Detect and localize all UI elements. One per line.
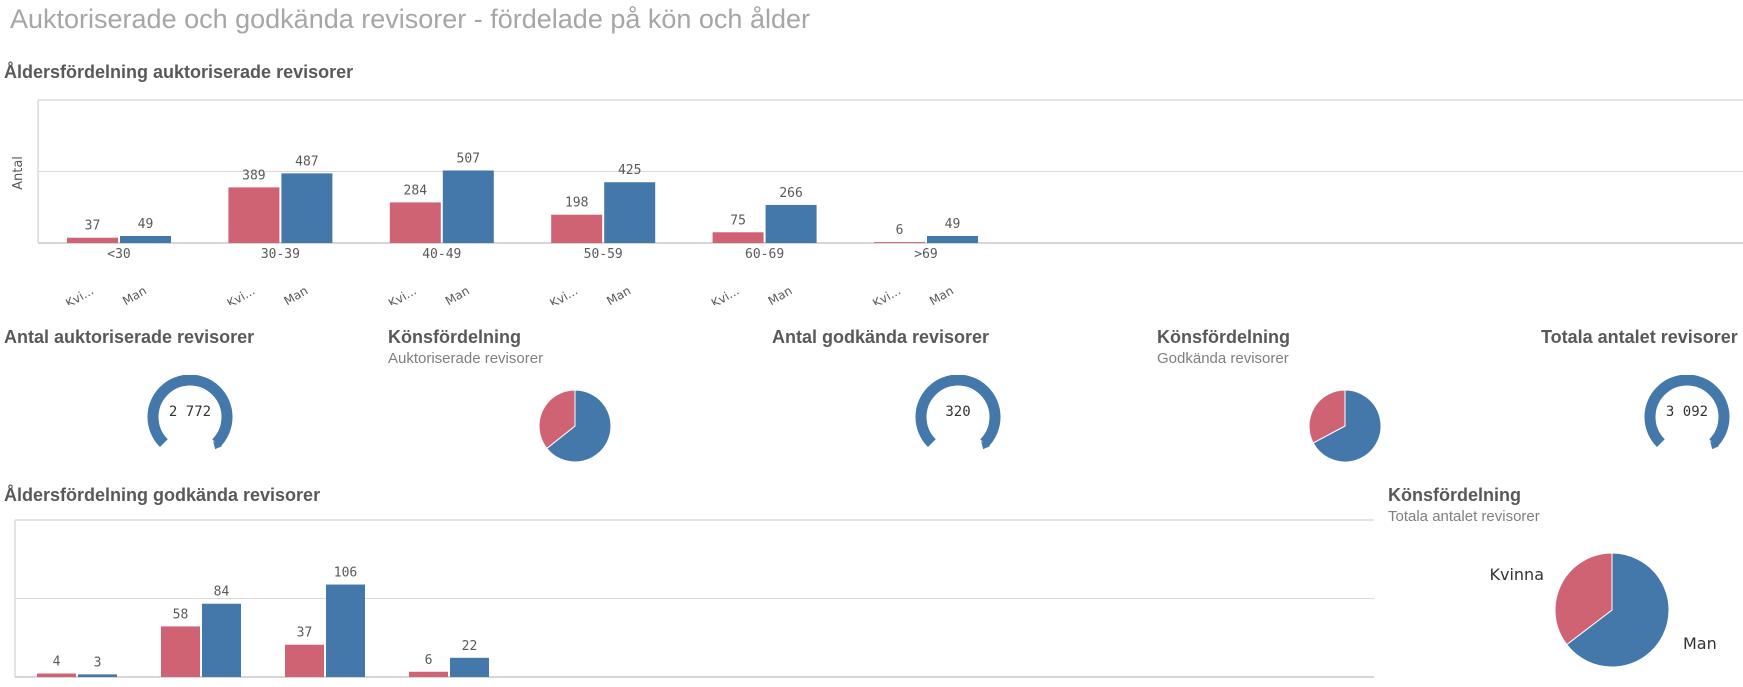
sub-tick-label: Kvi... — [870, 283, 903, 305]
data-label: 6 — [896, 223, 904, 238]
sub-tick-label: Man — [766, 283, 795, 305]
bar — [551, 214, 603, 243]
sub-tick-label: Man — [281, 283, 310, 305]
pie-auth — [538, 389, 612, 463]
pie-slice — [538, 389, 576, 450]
kpi-auth-value: 2 772 — [169, 404, 211, 420]
gauge-marker-icon — [213, 441, 223, 450]
bar — [712, 232, 764, 243]
bar-chart-auth: Antal 37 Kvi... 49 Man <30 389 Kvi... 487 Man 30-… — [11, 99, 1743, 305]
gauge-fill — [1644, 375, 1730, 448]
pie-label-kvinna: Kvinna — [1490, 565, 1545, 584]
bar — [442, 170, 494, 243]
bar — [927, 235, 978, 243]
bar — [409, 671, 448, 677]
sub-tick-label: Man — [927, 283, 956, 305]
sub-tick-label: Kvi... — [386, 283, 419, 305]
bar — [389, 202, 441, 243]
gauge-fill — [915, 375, 1001, 448]
bar — [67, 237, 118, 243]
pie-total-subtitle: Totala antalet revisorer — [1388, 508, 1540, 525]
data-label: 37 — [85, 219, 101, 234]
data-label: 284 — [404, 183, 428, 198]
x-tick-label: 40-49 — [422, 247, 461, 262]
sub-tick-label: Kvi... — [547, 283, 580, 305]
data-label: 37 — [297, 626, 313, 641]
bar — [604, 182, 656, 243]
data-label: 507 — [457, 151, 480, 166]
data-label: 487 — [295, 154, 318, 169]
pie-slice — [1554, 552, 1613, 646]
data-label: 49 — [945, 217, 961, 232]
data-label: 266 — [779, 186, 802, 201]
y-axis-label: Antal — [11, 156, 26, 190]
x-tick-label: <30 — [107, 247, 130, 262]
gauge-marker-icon — [981, 441, 991, 450]
bar — [281, 173, 333, 243]
sub-tick-label: Man — [120, 283, 149, 305]
data-label: 106 — [334, 566, 357, 581]
kpi-total-value: 3 092 — [1666, 404, 1708, 420]
pie-appr-subtitle: Godkända revisorer — [1157, 350, 1289, 367]
kpi-appr-value: 320 — [945, 404, 970, 420]
bar — [450, 657, 489, 677]
data-label: 84 — [214, 585, 230, 600]
x-tick-label: 50-59 — [584, 247, 623, 262]
bar — [874, 242, 925, 243]
bar — [120, 235, 171, 243]
sub-tick-label: Man — [604, 283, 633, 305]
data-label: 198 — [565, 196, 588, 211]
x-tick-label: >69 — [914, 247, 937, 262]
gauge-auth: 2 772 — [147, 375, 233, 450]
bar — [202, 603, 241, 677]
bar — [161, 626, 200, 677]
data-label: 389 — [242, 168, 265, 183]
pie-slice — [546, 389, 612, 463]
kpi-appr-title: Antal godkända revisorer — [772, 327, 990, 347]
bar — [78, 674, 117, 677]
bar — [326, 584, 365, 677]
bar — [228, 187, 280, 243]
pie-slice — [1308, 389, 1346, 444]
data-label: 58 — [173, 607, 189, 622]
gauge-total: 3 092 — [1644, 375, 1730, 450]
pie-appr — [1308, 389, 1382, 463]
sub-tick-label: Kvi... — [225, 283, 258, 305]
pie-label-man: Man — [1683, 634, 1717, 653]
data-label: 4 — [53, 655, 61, 670]
pie-auth-title: Könsfördelning — [388, 327, 521, 347]
x-tick-label: 30-39 — [261, 247, 300, 262]
chart-auth-title: Åldersfördelning auktoriserade revisorer — [4, 62, 354, 82]
data-label: 6 — [425, 653, 433, 668]
kpi-total-title: Totala antalet revisorer — [1541, 327, 1738, 347]
gauge-marker-icon — [1710, 441, 1720, 450]
data-label: 75 — [730, 213, 746, 228]
bar — [765, 204, 817, 243]
page-title: Auktoriserade och godkända revisorer - f… — [10, 4, 810, 34]
x-tick-label: 60-69 — [745, 247, 784, 262]
sub-tick-label: Kvi... — [709, 283, 742, 305]
data-label: 425 — [618, 163, 641, 178]
pie-slice — [1566, 552, 1670, 668]
gauge-appr: 320 — [915, 375, 1001, 450]
sub-tick-label: Kvi... — [63, 283, 96, 305]
data-label: 3 — [94, 655, 102, 670]
pie-total: Kvinna Man — [1490, 552, 1717, 668]
chart-appr-title: Åldersfördelning godkända revisorer — [4, 485, 321, 505]
data-label: 49 — [138, 217, 154, 232]
pie-slice — [1312, 389, 1382, 463]
data-label: 22 — [462, 639, 478, 654]
bar — [37, 673, 76, 677]
bar-chart-appr: 4 3 58 84 37 106 6 22 — [14, 519, 1374, 678]
pie-total-title: Könsfördelning — [1388, 485, 1521, 505]
sub-tick-label: Man — [443, 283, 472, 305]
gauge-fill — [147, 375, 233, 448]
kpi-auth-title: Antal auktoriserade revisorer — [4, 327, 255, 347]
pie-appr-title: Könsfördelning — [1157, 327, 1290, 347]
bar — [285, 644, 324, 677]
pie-auth-subtitle: Auktoriserade revisorer — [388, 350, 544, 367]
